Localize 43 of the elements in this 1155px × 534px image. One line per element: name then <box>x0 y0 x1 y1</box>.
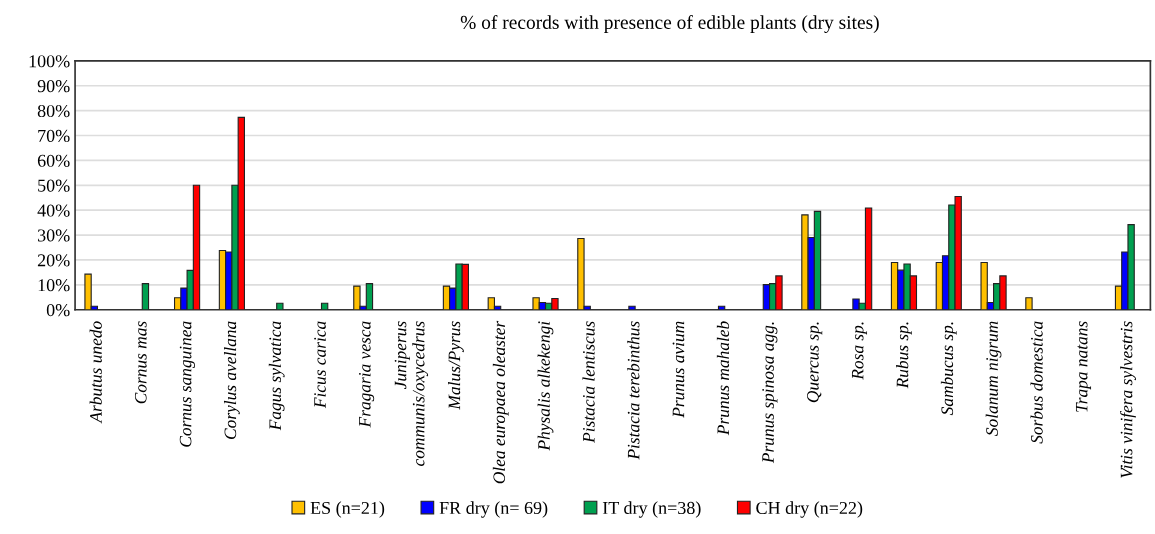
x-tick-label: Prunus spinosa agg. <box>762 322 778 464</box>
x-tick-label: Quercus sp. <box>807 322 823 403</box>
x-tick-label: Cornus mas <box>134 321 147 404</box>
legend-label: ES (n=21) <box>310 501 385 518</box>
x-tick-label: Pistacia lentiscus <box>582 321 595 443</box>
x-tick-label: Rubus sp. <box>896 322 912 389</box>
x-tick-label: Prunus mahaleb <box>716 321 730 436</box>
bar <box>1025 297 1033 310</box>
x-tick-label: Ficus carica <box>314 321 326 409</box>
x-tick-label: Corylus avellana <box>223 321 240 439</box>
x-tick-label: Physalis alkekengi <box>537 321 554 451</box>
y-tick-label: 0% <box>46 303 70 317</box>
y-tick-label: 90% <box>37 80 70 93</box>
legend-label: CH dry (n=22) <box>756 501 863 518</box>
x-tick-label: Rosa sp. <box>851 322 868 380</box>
y-tick-label: 80% <box>37 104 70 118</box>
x-tick-label: Fagus sylvatica <box>268 321 285 431</box>
y-tick-label: 20% <box>37 254 70 267</box>
y-tick-label: 60% <box>37 154 70 167</box>
legend-label: FR dry (n= 69) <box>439 501 548 518</box>
y-tick-label: 70% <box>38 129 70 143</box>
chart-title: % of records with presence of edible plants (dry sites) <box>460 15 879 33</box>
x-tick-label: Vitis vinifera sylvestris <box>1119 321 1136 478</box>
x-tick-label: Juniperus communis/oxycedrus <box>394 321 429 466</box>
x-tick-label: Pistacia terebinthus <box>627 321 640 460</box>
x-tick-label: Prunus avium <box>672 321 685 418</box>
x-tick-label: Trapa natans <box>1075 321 1092 412</box>
x-tick-label: Cornus sanguinea <box>179 321 195 447</box>
x-tick-label: Solanum nigrum <box>985 321 1002 436</box>
bar <box>276 302 284 310</box>
legend-label: IT dry (n=38) <box>602 501 701 518</box>
x-tick-label: Olea europaea oleaster <box>492 320 509 484</box>
x-tick-label: Malus/Pyrus <box>448 321 464 410</box>
y-tick-label: 30% <box>37 229 70 242</box>
y-tick-label: 10% <box>38 279 70 292</box>
x-tick-label: Sorbus domestica <box>1030 321 1043 444</box>
bar <box>141 283 150 310</box>
y-tick-label: 40% <box>37 204 70 217</box>
y-tick-label: 100% <box>29 55 70 68</box>
x-tick-label: Sambucus sp. <box>940 322 957 416</box>
y-tick-label: 50% <box>38 179 70 192</box>
x-tick-label: Arbutus unedo <box>89 321 102 424</box>
x-tick-label: Fragaria vesca <box>358 321 375 428</box>
